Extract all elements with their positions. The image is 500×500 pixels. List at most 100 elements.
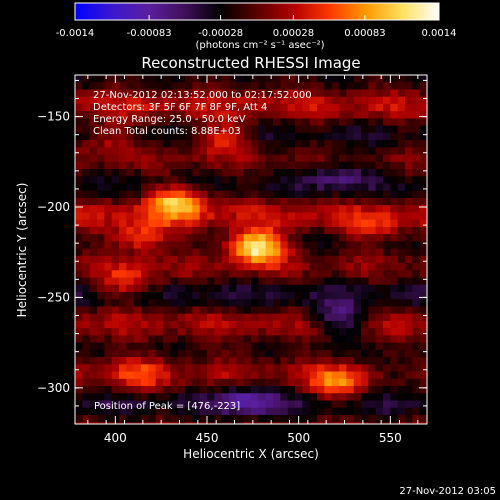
- heatmap-cell: [295, 371, 303, 380]
- heatmap-cell: [412, 400, 421, 409]
- heatmap-cell: [302, 328, 311, 336]
- heatmap-cell: [346, 176, 355, 184]
- heatmap-cell: [207, 234, 215, 242]
- heatmap-cell: [221, 176, 230, 184]
- heatmap-cell: [309, 364, 318, 372]
- heatmap-cell: [302, 364, 311, 372]
- heatmap-cell: [405, 386, 413, 394]
- heatmap-cell: [324, 118, 333, 127]
- heatmap-cell: [331, 255, 340, 264]
- heatmap-cell: [419, 205, 427, 213]
- heatmap-cell: [405, 111, 413, 119]
- heatmap-cell: [258, 349, 267, 358]
- heatmap-cell: [207, 422, 215, 424]
- heatmap-cell: [287, 400, 296, 409]
- heatmap-cell: [287, 407, 296, 416]
- heatmap-cell: [111, 103, 120, 112]
- heatmap-cell: [89, 96, 98, 105]
- heatmap-cell: [309, 342, 318, 351]
- heatmap-cell: [405, 400, 413, 409]
- heatmap-cell: [412, 169, 421, 177]
- heatmap-cell: [214, 176, 223, 184]
- heatmap-cell: [163, 335, 171, 344]
- heatmap-cell: [258, 205, 267, 213]
- heatmap-cell: [295, 378, 303, 387]
- heatmap-cell: [111, 284, 120, 293]
- heatmap-cell: [126, 255, 135, 264]
- heatmap-cell: [214, 154, 223, 163]
- heatmap-cell: [229, 125, 237, 134]
- heatmap-cell: [412, 111, 421, 119]
- heatmap-cell: [317, 284, 325, 293]
- heatmap-cell: [111, 140, 120, 148]
- heatmap-cell: [302, 386, 311, 394]
- heatmap-cell: [214, 407, 223, 416]
- heatmap-cell: [251, 414, 259, 423]
- heatmap-cell: [82, 263, 91, 271]
- heatmap-cell: [148, 284, 157, 293]
- heatmap-cell: [317, 169, 325, 177]
- heatmap-cell: [265, 169, 274, 177]
- heatmap-cell: [368, 306, 377, 315]
- colorbar-units: (photons cm⁻² s⁻¹ asec⁻²): [195, 40, 324, 51]
- heatmap-cell: [177, 169, 186, 177]
- heatmap-cell: [295, 197, 303, 206]
- heatmap-cell: [280, 118, 289, 127]
- heatmap-cell: [163, 205, 171, 213]
- heatmap-cell: [155, 306, 164, 315]
- heatmap-cell: [309, 335, 318, 344]
- heatmap-cell: [397, 386, 406, 394]
- heatmap-cell: [163, 82, 171, 90]
- heatmap-cell: [419, 154, 427, 163]
- heatmap-cell: [317, 89, 325, 98]
- heatmap-cell: [192, 414, 201, 423]
- heatmap-cell: [309, 190, 318, 199]
- heatmap-cell: [89, 118, 98, 127]
- heatmap-cell: [419, 364, 427, 372]
- heatmap-cell: [251, 125, 259, 134]
- heatmap-cell: [199, 386, 208, 394]
- heatmap-cell: [302, 378, 311, 387]
- heatmap-cell: [287, 306, 296, 315]
- heatmap-cell: [265, 205, 274, 213]
- heatmap-cell: [251, 357, 259, 365]
- heatmap-cell: [133, 212, 142, 221]
- heatmap-cell: [339, 378, 347, 387]
- heatmap-cell: [185, 140, 193, 148]
- heatmap-cell: [192, 183, 201, 192]
- heatmap-cell: [207, 89, 215, 98]
- heatmap-cell: [177, 96, 186, 105]
- heatmap-cell: [346, 161, 355, 170]
- heatmap-cell: [104, 364, 113, 372]
- heatmap-cell: [229, 212, 237, 221]
- heatmap-cell: [397, 407, 406, 416]
- heatmap-cell: [397, 313, 406, 322]
- heatmap-cell: [243, 219, 252, 228]
- heatmap-cell: [339, 386, 347, 394]
- heatmap-cell: [75, 255, 83, 264]
- heatmap-cell: [339, 335, 347, 344]
- heatmap-cell: [317, 263, 325, 271]
- heatmap-cell: [199, 393, 208, 401]
- heatmap-cell: [331, 103, 340, 112]
- heatmap-cell: [207, 386, 215, 394]
- heatmap-cell: [419, 96, 427, 105]
- heatmap-cell: [214, 226, 223, 235]
- heatmap-cell: [163, 89, 171, 98]
- heatmap-cell: [251, 306, 259, 315]
- heatmap-cell: [192, 263, 201, 271]
- heatmap-cell: [214, 277, 223, 286]
- heatmap-cell: [412, 248, 421, 257]
- heatmap-cell: [148, 277, 157, 286]
- heatmap-cell: [199, 342, 208, 351]
- heatmap-cell: [375, 342, 384, 351]
- heatmap-cell: [126, 111, 135, 119]
- heatmap-cell: [265, 357, 274, 365]
- heatmap-cell: [214, 349, 223, 358]
- heatmap-cell: [273, 328, 281, 336]
- heatmap-cell: [324, 335, 333, 344]
- colorbar-tick-label: 0.00028: [273, 28, 314, 39]
- heatmap-cell: [170, 111, 179, 119]
- heatmap-cell: [148, 118, 157, 127]
- heatmap-cell: [126, 320, 135, 329]
